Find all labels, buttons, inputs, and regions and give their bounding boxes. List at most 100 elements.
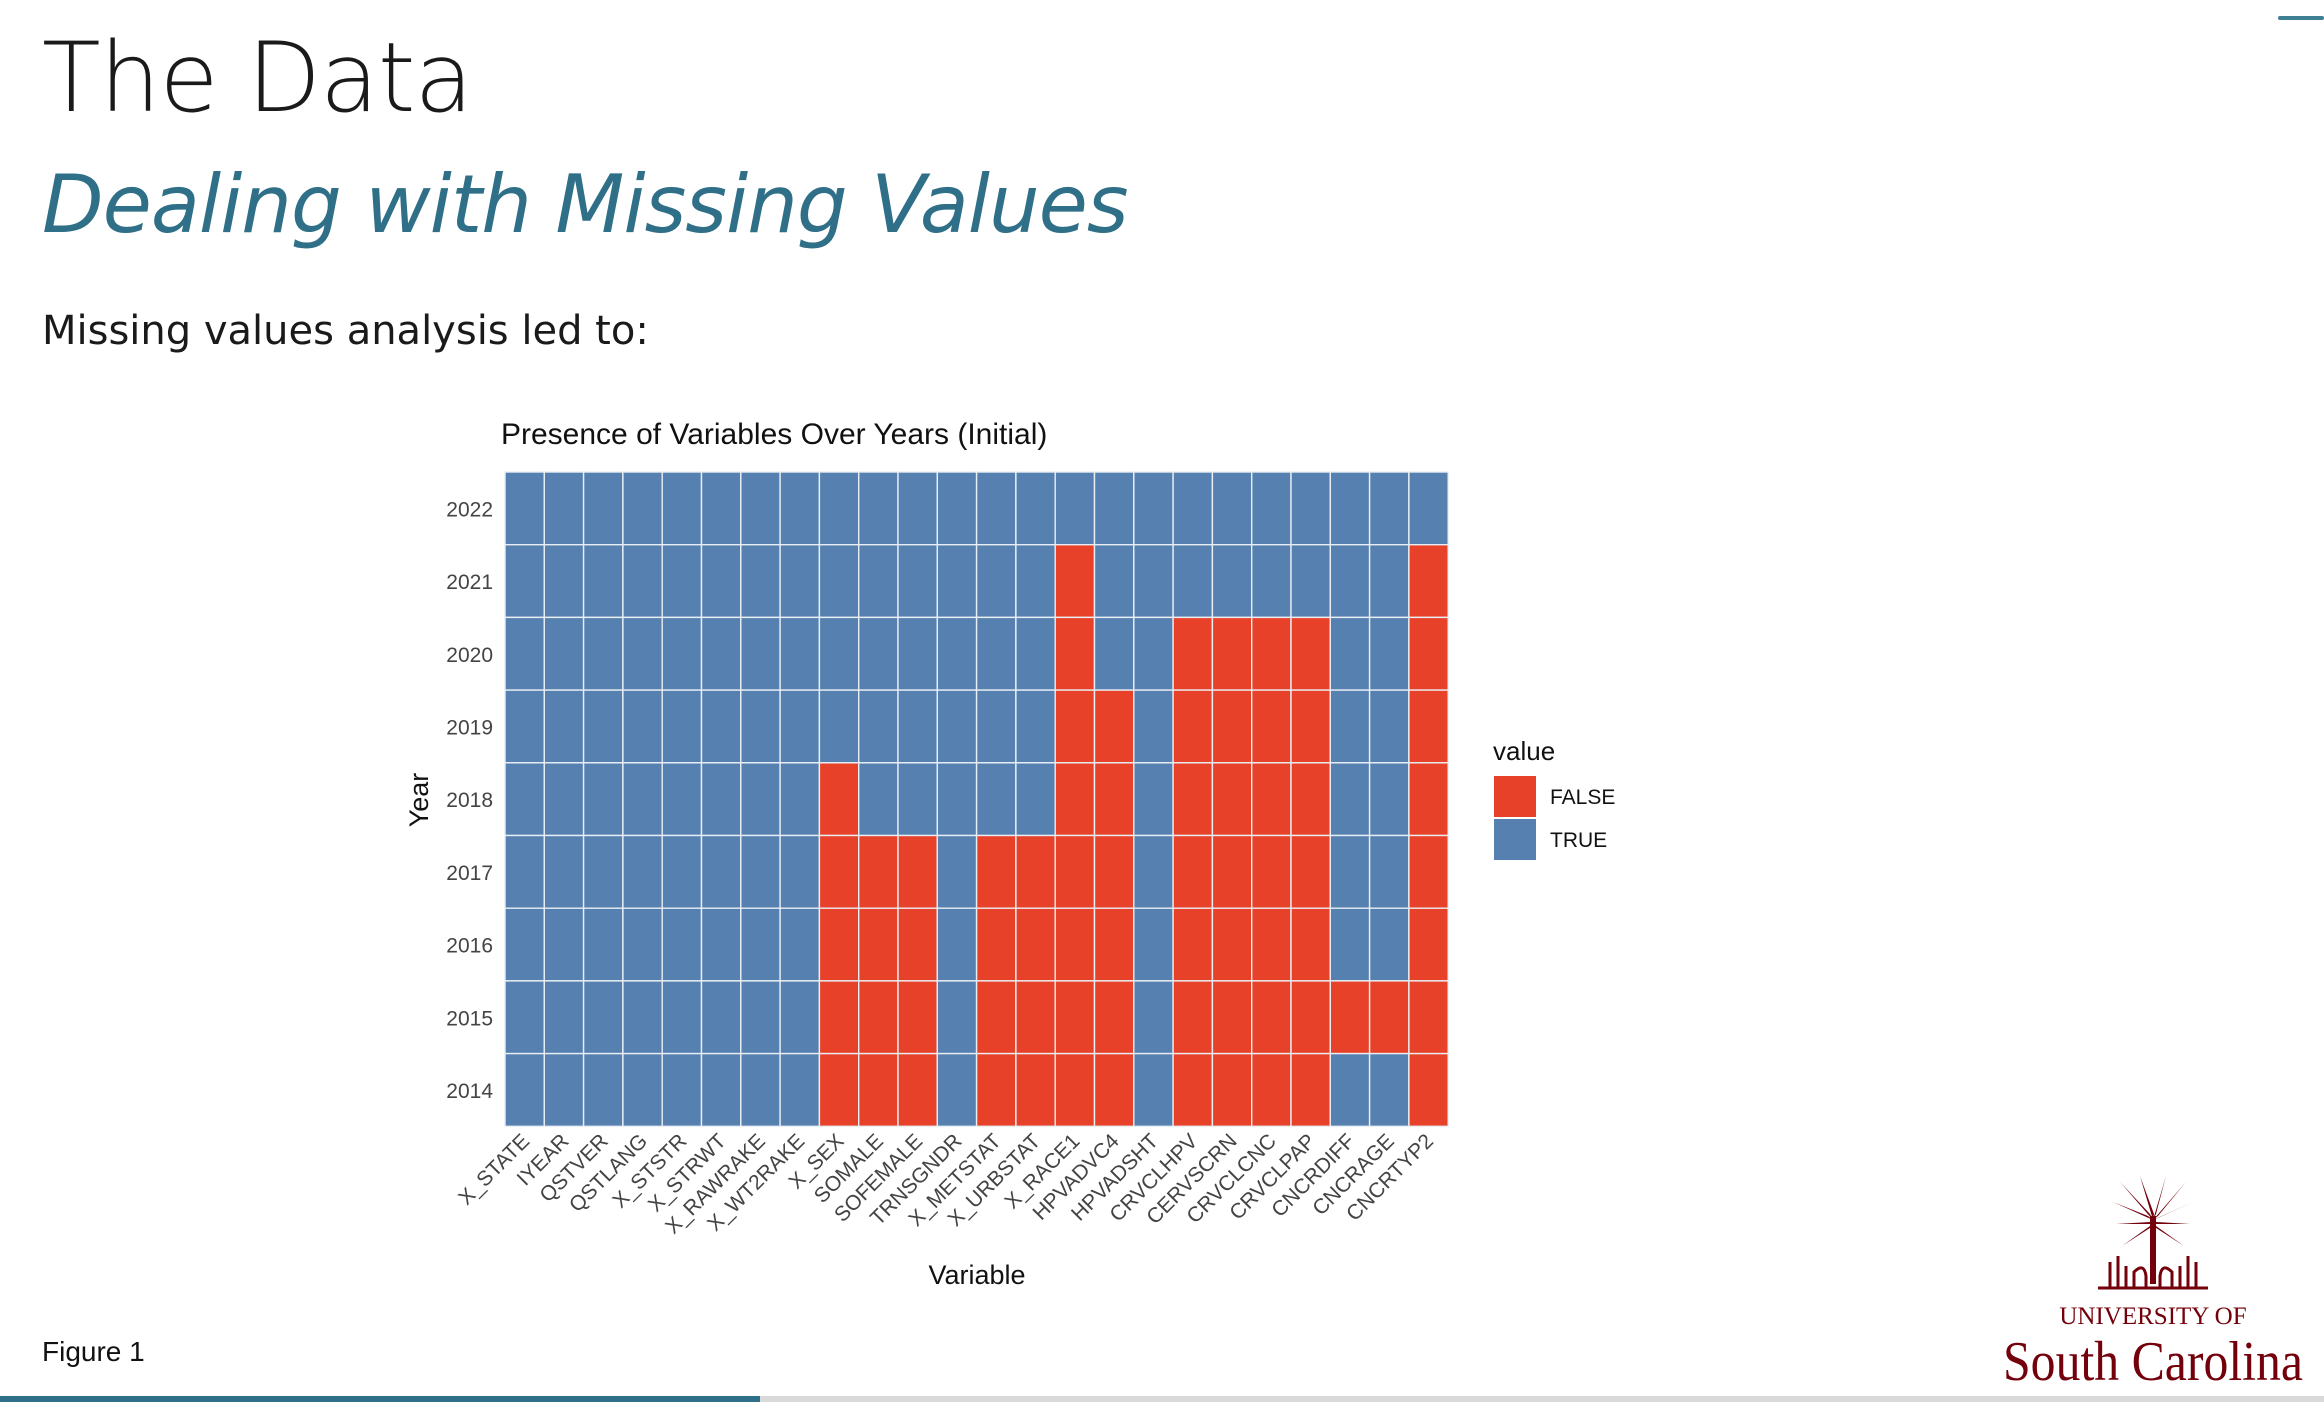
heatmap-cell-sofemale-2022 (897, 471, 938, 546)
heatmap-cell-qstver-2020 (582, 616, 624, 691)
heatmap-cell-x_metstat-2019 (975, 689, 1017, 764)
heatmap-cell-qstlang-2014 (622, 1052, 663, 1127)
heatmap-cell-trnsgndr-2016 (936, 907, 978, 982)
heatmap-cell-x_ststr-2019 (661, 689, 703, 764)
heatmap-cell-sofemale-2016 (897, 907, 938, 982)
heatmap-cell-x_wt2rake-2019 (779, 689, 821, 764)
heatmap-cell-x_ststr-2014 (661, 1052, 703, 1127)
heatmap-cell-crvclpap-2019 (1290, 689, 1331, 764)
heatmap-cell-x_urbstat-2020 (1015, 616, 1056, 691)
heatmap-cell-somale-2019 (858, 689, 899, 764)
heatmap-cell-crvclcnc-2021 (1251, 543, 1292, 619)
heatmap-cell-x_metstat-2020 (975, 616, 1017, 691)
heatmap-cell-x_wt2rake-2016 (779, 907, 821, 982)
heatmap-cell-x_race1-2014 (1054, 1052, 1096, 1127)
heatmap-cell-x_state-2018 (504, 762, 545, 837)
heatmap-cell-cncrdiff-2017 (1329, 834, 1371, 909)
heatmap-cell-x_urbstat-2018 (1015, 762, 1056, 837)
logo-line-2: South Carolina (2003, 1331, 2303, 1393)
logo-line-1: UNIVERSITY OF (2059, 1303, 2246, 1330)
heatmap-cell-crvclcnc-2016 (1251, 907, 1292, 982)
heatmap-cell-x_ststr-2017 (661, 834, 703, 909)
y-tick-label: 2021 (446, 571, 493, 594)
legend-label-false: FALSE (1550, 786, 1615, 809)
heatmap-cell-crvclcnc-2020 (1251, 616, 1292, 691)
heatmap-cell-cervscrn-2017 (1211, 834, 1253, 909)
heatmap-cell-qstver-2015 (582, 980, 624, 1055)
heatmap-cell-cervscrn-2022 (1211, 471, 1253, 546)
figure-caption: Figure 1 (42, 1336, 145, 1367)
heatmap-cell-cncrtyp2-2021 (1408, 543, 1449, 619)
heatmap-cell-x_ststr-2016 (661, 907, 703, 982)
presence-heatmap-chart: Presence of Variables Over Years (Initia… (404, 418, 1615, 1290)
heatmap-cell-x_strwt-2014 (700, 1052, 742, 1127)
heatmap-cell-hpvadvc4-2017 (1093, 834, 1135, 909)
heatmap-cell-iyear-2014 (543, 1052, 585, 1127)
y-tick-labels: 2022 2021 2020 2019 2018 2017 2016 2015 2014 (446, 498, 493, 1103)
heatmap-cell-somale-2021 (858, 543, 899, 619)
university-logo: UNIVERSITY OF South Carolina (2003, 1176, 2303, 1393)
heatmap-cell-x_urbstat-2015 (1015, 980, 1056, 1055)
heatmap-cell-cncrdiff-2014 (1329, 1052, 1371, 1127)
heatmap-cell-hpvadsht-2019 (1133, 689, 1174, 764)
heatmap-cell-crvclhpv-2022 (1172, 471, 1214, 546)
heatmap-cell-crvclhpv-2018 (1172, 762, 1214, 837)
heatmap-cell-x_urbstat-2022 (1015, 471, 1056, 546)
heatmap-cell-x_sex-2016 (818, 907, 860, 982)
heatmap-cell-cncrdiff-2022 (1329, 471, 1371, 546)
heatmap-cell-hpvadvc4-2022 (1093, 471, 1135, 546)
heatmap-cell-trnsgndr-2020 (936, 616, 978, 691)
heatmap-cell-x_urbstat-2014 (1015, 1052, 1056, 1127)
heatmap-cell-crvclhpv-2016 (1172, 907, 1214, 982)
heatmap-cell-x_strwt-2018 (700, 762, 742, 837)
heatmap-cell-sofemale-2018 (897, 762, 938, 837)
heatmap-cell-cncrage-2015 (1368, 980, 1410, 1055)
heatmap-cell-cervscrn-2021 (1211, 543, 1253, 619)
slide-title: The Data (42, 22, 473, 134)
heatmap-cell-crvclcnc-2014 (1251, 1052, 1292, 1127)
heatmap-cell-cncrtyp2-2022 (1408, 471, 1449, 546)
heatmap-cell-qstver-2018 (582, 762, 624, 837)
heatmap-cell-hpvadsht-2022 (1133, 471, 1174, 546)
heatmap-cell-cncrage-2019 (1368, 689, 1410, 764)
heatmap-cell-x_rawrake-2014 (740, 1052, 781, 1127)
heatmap-cell-iyear-2019 (543, 689, 585, 764)
heatmap-cell-hpvadvc4-2015 (1093, 980, 1135, 1055)
heatmap-cell-cervscrn-2015 (1211, 980, 1253, 1055)
heatmap-cell-x_ststr-2022 (661, 471, 703, 546)
y-tick-label: 2015 (446, 1007, 493, 1030)
heatmap-cell-crvclcnc-2018 (1251, 762, 1292, 837)
heatmap-cell-x_wt2rake-2015 (779, 980, 821, 1055)
heatmap-cell-iyear-2021 (543, 543, 585, 619)
heatmap-cell-sofemale-2021 (897, 543, 938, 619)
heatmap-cell-trnsgndr-2015 (936, 980, 978, 1055)
heatmap-cell-crvclcnc-2015 (1251, 980, 1292, 1055)
heatmap-cell-hpvadvc4-2014 (1093, 1052, 1135, 1127)
heatmap-cell-x_race1-2018 (1054, 762, 1096, 837)
heatmap-cell-iyear-2018 (543, 762, 585, 837)
heatmap-cell-x_wt2rake-2020 (779, 616, 821, 691)
heatmap-cell-x_rawrake-2018 (740, 762, 781, 837)
heatmap-cell-iyear-2016 (543, 907, 585, 982)
heatmap-cell-crvclpap-2017 (1290, 834, 1331, 909)
heatmap-cell-crvclhpv-2020 (1172, 616, 1214, 691)
heatmap-cell-qstver-2022 (582, 471, 624, 546)
heatmap-cell-x_state-2014 (504, 1052, 545, 1127)
x-tick-labels: X_STATEIYEARQSTVERQSTLANGX_STSTRX_STRWTX… (454, 1129, 1438, 1238)
heatmap-cell-qstver-2021 (582, 543, 624, 619)
heatmap-cell-x_state-2019 (504, 689, 545, 764)
legend-swatch-true (1494, 819, 1536, 860)
heatmap-cell-crvclpap-2021 (1290, 543, 1331, 619)
y-tick-label: 2019 (446, 716, 493, 739)
heatmap-cell-cncrage-2014 (1368, 1052, 1410, 1127)
heatmap-cell-x_strwt-2016 (700, 907, 742, 982)
heatmap-cell-cncrdiff-2018 (1329, 762, 1371, 837)
heatmap-cell-x_strwt-2015 (700, 980, 742, 1055)
heatmap-cell-hpvadsht-2014 (1133, 1052, 1174, 1127)
heatmap-cell-x_sex-2015 (818, 980, 860, 1055)
heatmap-cell-sofemale-2020 (897, 616, 938, 691)
heatmap-cell-crvclpap-2016 (1290, 907, 1331, 982)
menu-icon[interactable] (2278, 0, 2324, 24)
heatmap-cell-x_sex-2020 (818, 616, 860, 691)
heatmap-cell-x_metstat-2016 (975, 907, 1017, 982)
